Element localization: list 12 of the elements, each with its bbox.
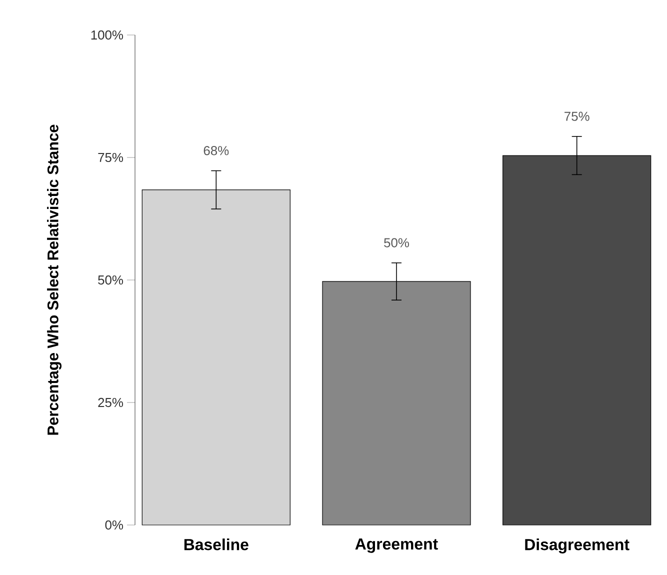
y-axis-title: Percentage Who Select Relativistic Stance [47,124,62,435]
y-tick-label: 50% [98,275,124,285]
y-tick-label: 75% [98,152,124,162]
y-tick-label: 100% [91,30,124,40]
data-label: 50% [384,238,409,248]
data-label: 68% [204,146,229,156]
y-tick-label: 25% [98,398,124,408]
x-tick-label: Baseline [184,538,248,550]
y-tick-label: 0% [105,520,124,530]
data-label: 75% [564,112,590,121]
x-tick-label: Disagreement [525,538,630,554]
x-tick-label: Agreement [355,538,438,553]
